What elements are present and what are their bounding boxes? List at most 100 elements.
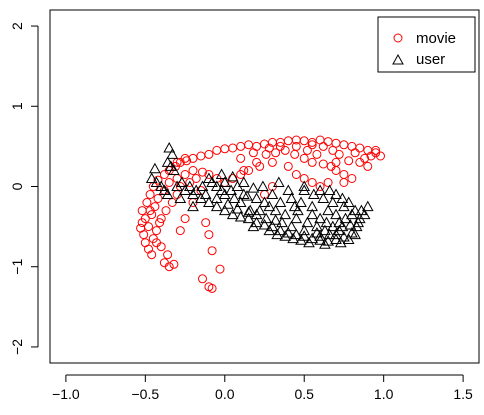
user-point: [336, 192, 349, 203]
y-axis: −2 −1 0 1 2: [9, 22, 39, 355]
movie-point: [145, 190, 155, 199]
user-point: [242, 212, 255, 224]
movie-point: [248, 148, 258, 158]
movie-point: [155, 218, 165, 228]
movie-point: [144, 244, 153, 254]
user-point: [237, 188, 250, 199]
movie-point: [255, 161, 265, 171]
movie-point: [299, 153, 309, 163]
movie-point: [283, 161, 293, 171]
user-point: [274, 196, 287, 207]
legend-movie-label: movie: [416, 30, 456, 47]
movie-point: [275, 141, 285, 151]
series-layer: [136, 135, 385, 293]
movie-point: [164, 178, 174, 187]
user-point: [334, 236, 347, 248]
user-point: [242, 206, 255, 217]
user-point: [241, 190, 253, 201]
user-point: [319, 238, 331, 249]
user-point: [237, 176, 250, 187]
user-point: [226, 208, 239, 220]
movie-point: [307, 140, 317, 150]
movie-point: [204, 230, 214, 240]
movie-point: [355, 157, 365, 167]
x-axis: −1.0 −0.5 0.0 0.5 1.0 1.5: [52, 374, 473, 402]
user-point: [301, 216, 314, 228]
user-point: [145, 172, 158, 183]
user-point: [361, 200, 374, 212]
movie-point: [302, 145, 312, 155]
legend-user-marker: [392, 53, 404, 65]
movie-point: [180, 214, 190, 224]
user-point: [320, 216, 333, 228]
movie-point: [188, 166, 198, 175]
user-point: [271, 228, 284, 240]
movie-point: [366, 151, 376, 161]
legend-user-label: user: [416, 51, 445, 68]
movie-point: [291, 170, 301, 179]
user-point: [257, 180, 269, 191]
movie-point: [175, 226, 185, 236]
user-point: [272, 176, 285, 187]
user-point: [269, 214, 282, 225]
user-point: [306, 208, 319, 220]
user-point: [231, 180, 244, 191]
movie-point: [318, 141, 328, 151]
movie-point: [371, 148, 381, 158]
movie-point: [264, 143, 274, 153]
x-tick-label: 0.0: [215, 386, 235, 402]
y-tick-label: 1: [9, 102, 25, 110]
user-point: [231, 202, 244, 214]
movie-point: [312, 149, 322, 159]
series-user: [145, 141, 374, 249]
user-point: [336, 220, 349, 232]
movie-point: [152, 226, 161, 236]
movie-point: [347, 174, 357, 183]
y-tick-label: 0: [9, 182, 25, 190]
user-point: [338, 230, 350, 242]
user-point: [314, 212, 326, 224]
user-point: [279, 208, 292, 220]
plot-frame: [49, 9, 480, 364]
user-point: [176, 176, 188, 187]
user-point: [247, 182, 260, 193]
user-point: [258, 218, 271, 230]
user-point: [287, 232, 299, 244]
y-tick-label: −1: [9, 259, 25, 275]
user-point: [349, 228, 361, 240]
movie-point: [198, 167, 207, 177]
y-tick-label: 2: [9, 22, 25, 30]
movie-point: [182, 156, 192, 166]
user-point: [285, 192, 298, 203]
movie-point: [236, 153, 246, 163]
user-point: [260, 212, 272, 224]
movie-point: [344, 156, 354, 166]
user-point: [323, 184, 336, 195]
user-point: [199, 188, 212, 199]
movie-point: [239, 166, 249, 175]
user-point: [244, 204, 257, 216]
user-point: [338, 200, 350, 212]
movie-point: [180, 170, 190, 179]
user-point: [174, 192, 187, 203]
user-point: [326, 196, 339, 207]
user-point: [215, 184, 228, 195]
x-tick-label: 1.0: [374, 386, 394, 402]
user-point: [226, 170, 239, 182]
user-point: [206, 176, 218, 187]
user-point: [346, 208, 358, 220]
user-point: [166, 148, 179, 159]
user-point: [298, 224, 311, 236]
movie-point: [204, 149, 214, 159]
legend-movie-marker: [393, 33, 403, 43]
movie-point: [307, 137, 317, 147]
user-point: [314, 230, 326, 241]
movie-point: [153, 194, 163, 203]
movie-point: [153, 175, 163, 185]
movie-point: [142, 198, 152, 207]
user-point: [330, 208, 342, 220]
user-point: [218, 176, 231, 187]
movie-point: [204, 170, 214, 179]
user-point: [225, 184, 237, 195]
movie-point: [363, 161, 373, 171]
